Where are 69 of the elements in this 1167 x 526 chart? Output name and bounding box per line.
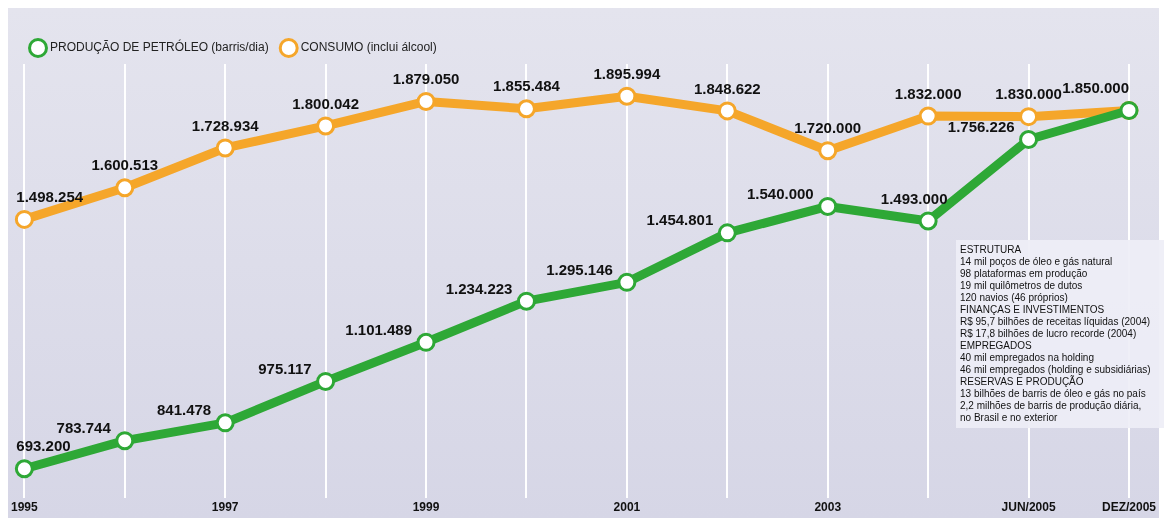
data-label: 1.493.000 xyxy=(880,189,948,207)
data-label: 975.117 xyxy=(258,360,312,378)
x-tick-label: DEZ/2005 xyxy=(1101,500,1157,515)
data-label: 693.200 xyxy=(16,437,71,455)
data-label: 783.744 xyxy=(56,419,112,437)
point xyxy=(818,141,838,161)
x-tick-label: 1995 xyxy=(11,500,39,515)
data-label: 1.850.000 xyxy=(1062,79,1129,97)
data-label: 1.101.489 xyxy=(345,320,413,338)
data-label: 1.832.000 xyxy=(894,84,962,102)
point xyxy=(115,431,135,451)
data-label: 1.498.254 xyxy=(16,188,84,206)
annotation: R$ 17,8 bilhões de lucro recorde (2004) xyxy=(960,328,1138,340)
point xyxy=(516,291,536,311)
annotation: RESERVAS E PRODUÇÃO xyxy=(960,376,1085,388)
annotation: 2,2 milhões de barris de produção diária, xyxy=(960,400,1143,412)
point xyxy=(215,138,235,158)
data-label: 1.728.934 xyxy=(191,116,260,134)
data-label: 1.600.513 xyxy=(91,156,159,174)
point xyxy=(516,99,536,119)
point xyxy=(617,86,637,106)
data-label: 1.234.223 xyxy=(445,279,513,297)
annotation: 14 mil poços de óleo e gás natural xyxy=(960,256,1114,268)
point xyxy=(717,101,737,121)
point xyxy=(215,413,235,433)
point xyxy=(1019,107,1039,127)
data-label: 1.720.000 xyxy=(794,119,862,137)
annotation: 13 bilhões de barris de óleo e gás no país xyxy=(960,388,1147,400)
point xyxy=(918,106,938,126)
x-tick-label: JUN/2005 xyxy=(1001,500,1056,515)
data-label: 1.895.994 xyxy=(593,64,661,82)
point xyxy=(918,211,938,231)
point xyxy=(1019,130,1039,149)
legend-label: CONSUMO (inclui álcool) xyxy=(300,40,437,55)
point xyxy=(416,91,436,111)
point xyxy=(717,223,737,243)
data-label: 1.454.801 xyxy=(646,211,714,229)
point xyxy=(316,116,336,136)
point xyxy=(14,459,34,479)
point xyxy=(316,371,336,391)
annotation: FINANÇAS E INVESTIMENTOS xyxy=(960,304,1106,316)
annotation: 40 mil empregados na holding xyxy=(960,352,1095,364)
data-label: 1.879.050 xyxy=(392,70,460,88)
data-label: 1.756.226 xyxy=(947,118,1015,136)
annotation: 98 plataformas em produção xyxy=(960,268,1089,280)
annotation: 19 mil quilômetros de dutos xyxy=(960,280,1084,292)
data-label: 1.830.000 xyxy=(995,85,1062,103)
point xyxy=(818,196,838,216)
data-label: 841.478 xyxy=(156,401,212,419)
point xyxy=(14,209,34,229)
point xyxy=(416,332,436,352)
annotation: EMPREGADOS xyxy=(960,340,1033,352)
legend-label: PRODUÇÃO DE PETRÓLEO (barris/dia) xyxy=(50,39,269,55)
annotation: no Brasil e no exterior xyxy=(960,412,1059,424)
x-tick-label: 1997 xyxy=(211,500,239,515)
point xyxy=(617,272,637,292)
annotation: ESTRUTURA xyxy=(960,244,1023,256)
annotation: R$ 95,7 bilhões de receitas líquidas (2004) xyxy=(960,316,1152,328)
data-label: 1.848.622 xyxy=(693,79,761,97)
data-label: 1.295.146 xyxy=(546,260,613,278)
annotation: 120 navios (46 próprios) xyxy=(960,292,1069,304)
x-tick-label: 1999 xyxy=(412,500,440,515)
data-label: 1.800.042 xyxy=(292,94,359,112)
x-tick-label: 2001 xyxy=(613,500,641,515)
point xyxy=(115,178,135,198)
x-tick-label: 2003 xyxy=(814,500,842,515)
data-label: 1.855.484 xyxy=(493,77,561,95)
annotation: 46 mil empregados (holding e subsidiárias) xyxy=(960,364,1152,376)
data-label: 1.540.000 xyxy=(746,185,814,203)
